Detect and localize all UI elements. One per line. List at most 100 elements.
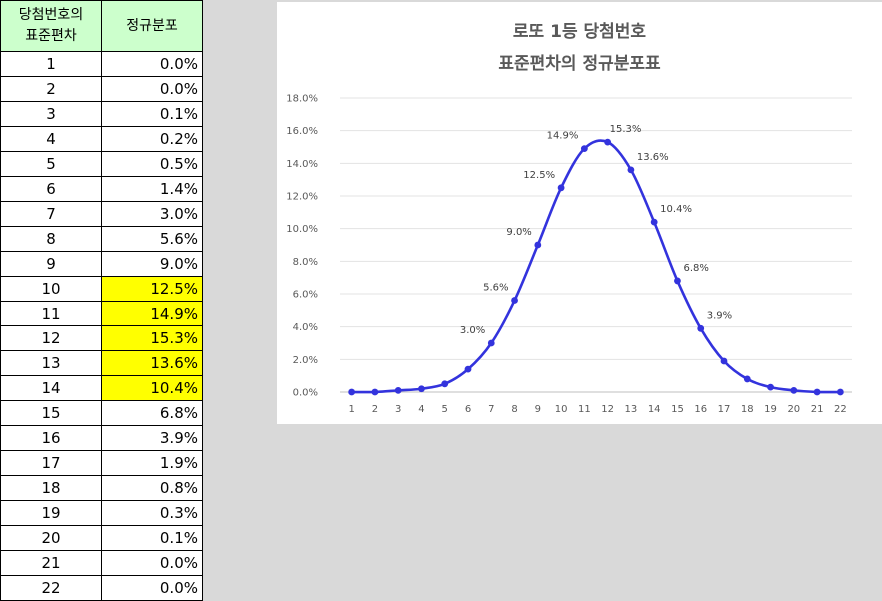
data-label: 5.6%: [483, 283, 508, 294]
data-label: 3.9%: [707, 310, 732, 321]
x-tick-label: 11: [578, 404, 591, 415]
cell-std-dev[interactable]: 21: [0, 550, 102, 577]
cell-std-dev[interactable]: 16: [0, 425, 102, 452]
data-label: 15.3%: [610, 124, 642, 135]
chart-plot: 0.0% 2.0% 4.0% 6.0% 8.0% 10.0% 12.0% 14.0% 16.0%…: [286, 94, 852, 415]
data-point: [371, 388, 379, 396]
table-body: 1 0.0% 2 0.0% 3 0.1% 4 0.2% 5 0.5% 6 1.4% 7 3.0% 8 5.6%…: [0, 51, 203, 601]
data-point: [836, 388, 844, 396]
x-tick-label: 1: [348, 404, 354, 415]
cell-std-dev[interactable]: 20: [0, 525, 102, 552]
cell-std-dev[interactable]: 17: [0, 450, 102, 477]
data-point: [743, 375, 751, 383]
x-tick-label: 17: [718, 404, 731, 415]
cell-std-dev[interactable]: 4: [0, 125, 102, 152]
cell-std-dev[interactable]: 6: [0, 175, 102, 202]
table-row: 10 12.5%: [0, 275, 203, 302]
table-row: 18 0.8%: [0, 475, 203, 502]
cell-distribution[interactable]: 12.5%: [101, 275, 203, 302]
header-std-dev-line2: 표준편차: [25, 28, 77, 44]
cell-distribution[interactable]: 0.8%: [101, 475, 203, 502]
data-label: 9.0%: [506, 227, 531, 238]
cell-distribution[interactable]: 0.0%: [101, 75, 203, 102]
data-table: 당첨번호의 표준편차 정규분포 1 0.0% 2 0.0% 3 0.1% 4 0.2% 5 0.5…: [0, 0, 203, 601]
table-row: 15 6.8%: [0, 400, 203, 427]
x-tick-label: 19: [764, 404, 777, 415]
cell-distribution[interactable]: 10.4%: [101, 375, 203, 402]
cell-std-dev[interactable]: 15: [0, 400, 102, 427]
cell-distribution[interactable]: 0.5%: [101, 150, 203, 177]
chart-area[interactable]: 로또 1등 당첨번호 표준편차의 정규분포표 0.0% 2.0% 4.0% 6.0% 8…: [277, 2, 882, 424]
header-normal-dist[interactable]: 정규분포: [101, 0, 203, 52]
cell-std-dev[interactable]: 14: [0, 375, 102, 402]
cell-distribution[interactable]: 14.9%: [101, 300, 203, 327]
data-point: [767, 383, 774, 391]
table-row: 16 3.9%: [0, 425, 203, 452]
y-tick-label: 0.0%: [293, 388, 318, 399]
data-point: [604, 138, 612, 146]
header-std-dev[interactable]: 당첨번호의 표준편차: [0, 0, 102, 52]
cell-std-dev[interactable]: 2: [0, 75, 102, 102]
cell-distribution[interactable]: 13.6%: [101, 350, 203, 377]
cell-distribution[interactable]: 0.3%: [101, 500, 203, 527]
cell-std-dev[interactable]: 3: [0, 100, 102, 127]
table-row: 11 14.9%: [0, 300, 203, 327]
table-row: 20 0.1%: [0, 525, 203, 552]
table-row: 13 13.6%: [0, 350, 203, 377]
cell-std-dev[interactable]: 10: [0, 275, 102, 302]
cell-std-dev[interactable]: 5: [0, 150, 102, 177]
cell-distribution[interactable]: 0.0%: [101, 51, 203, 77]
cell-std-dev[interactable]: 13: [0, 350, 102, 377]
cell-distribution[interactable]: 1.4%: [101, 175, 203, 202]
cell-std-dev[interactable]: 11: [0, 300, 102, 327]
cell-distribution[interactable]: 0.0%: [101, 575, 203, 601]
x-tick-label: 2: [372, 404, 378, 415]
cell-distribution[interactable]: 1.9%: [101, 450, 203, 477]
x-tick-label: 3: [395, 404, 401, 415]
table-row: 5 0.5%: [0, 150, 203, 177]
table-row: 3 0.1%: [0, 100, 203, 127]
cell-distribution[interactable]: 0.2%: [101, 125, 203, 152]
data-point: [650, 218, 658, 226]
y-tick-label: 14.0%: [286, 159, 318, 170]
data-point: [580, 145, 588, 153]
x-tick-label: 7: [488, 404, 494, 415]
cell-distribution[interactable]: 9.0%: [101, 250, 203, 277]
cell-distribution[interactable]: 0.1%: [101, 100, 203, 127]
y-tick-label: 10.0%: [286, 224, 318, 235]
chart-title-line1: 로또 1등 당첨번호: [512, 22, 647, 42]
cell-std-dev[interactable]: 7: [0, 200, 102, 227]
cell-std-dev[interactable]: 9: [0, 250, 102, 277]
table-row: 22 0.0%: [0, 575, 203, 601]
cell-std-dev[interactable]: 8: [0, 225, 102, 252]
x-tick-label: 15: [671, 404, 684, 415]
table-row: 1 0.0%: [0, 51, 203, 77]
cell-distribution[interactable]: 6.8%: [101, 400, 203, 427]
cell-std-dev[interactable]: 1: [0, 51, 102, 77]
data-label: 12.5%: [523, 170, 555, 181]
data-point: [720, 357, 728, 365]
data-point: [511, 297, 518, 304]
cell-distribution[interactable]: 0.0%: [101, 550, 203, 577]
table-row: 14 10.4%: [0, 375, 203, 402]
table-row: 7 3.0%: [0, 200, 203, 227]
cell-distribution[interactable]: 0.1%: [101, 525, 203, 552]
x-tick-label: 5: [442, 404, 448, 415]
y-tick-label: 16.0%: [286, 126, 318, 137]
chart-title: 로또 1등 당첨번호 표준편차의 정규분포표: [277, 16, 882, 80]
series-line: [351, 139, 841, 394]
y-tick-label: 4.0%: [293, 322, 318, 333]
cell-std-dev[interactable]: 12: [0, 325, 102, 352]
cell-distribution[interactable]: 3.9%: [101, 425, 203, 452]
chart-title-line2: 표준편차의 정규분포표: [498, 54, 661, 74]
cell-distribution[interactable]: 5.6%: [101, 225, 203, 252]
y-tick-label: 6.0%: [293, 290, 318, 301]
data-point: [627, 166, 635, 174]
cell-distribution[interactable]: 3.0%: [101, 200, 203, 227]
cell-std-dev[interactable]: 19: [0, 500, 102, 527]
cell-distribution[interactable]: 15.3%: [101, 325, 203, 352]
data-point: [348, 388, 356, 396]
data-label: 14.9%: [547, 131, 579, 142]
cell-std-dev[interactable]: 22: [0, 575, 102, 601]
cell-std-dev[interactable]: 18: [0, 475, 102, 502]
